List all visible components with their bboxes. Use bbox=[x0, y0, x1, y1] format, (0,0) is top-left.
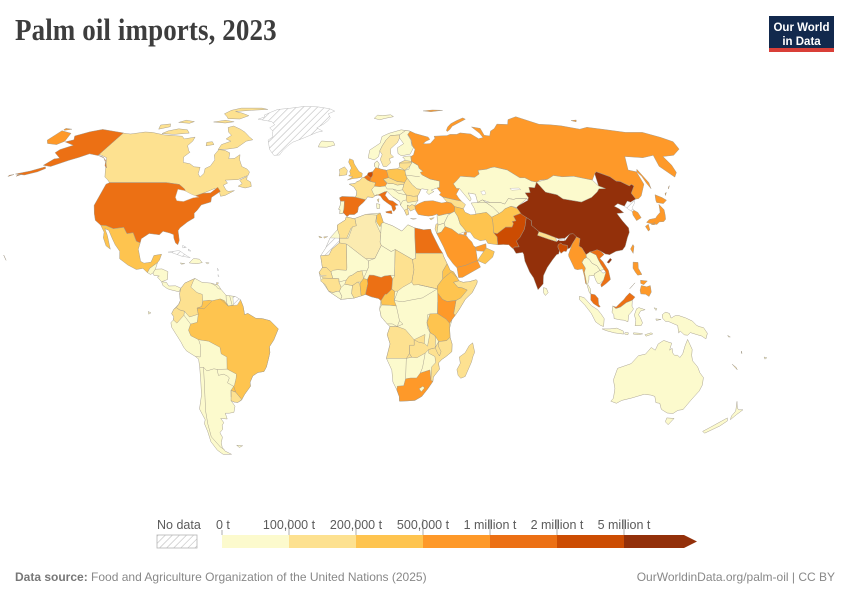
svg-text:2 million t: 2 million t bbox=[531, 518, 584, 532]
svg-text:1 million t: 1 million t bbox=[464, 518, 517, 532]
svg-text:0 t: 0 t bbox=[216, 518, 230, 532]
svg-text:No data: No data bbox=[157, 518, 201, 532]
svg-text:500,000 t: 500,000 t bbox=[397, 518, 450, 532]
svg-text:5 million t: 5 million t bbox=[598, 518, 651, 532]
svg-text:200,000 t: 200,000 t bbox=[330, 518, 383, 532]
svg-text:100,000 t: 100,000 t bbox=[263, 518, 316, 532]
